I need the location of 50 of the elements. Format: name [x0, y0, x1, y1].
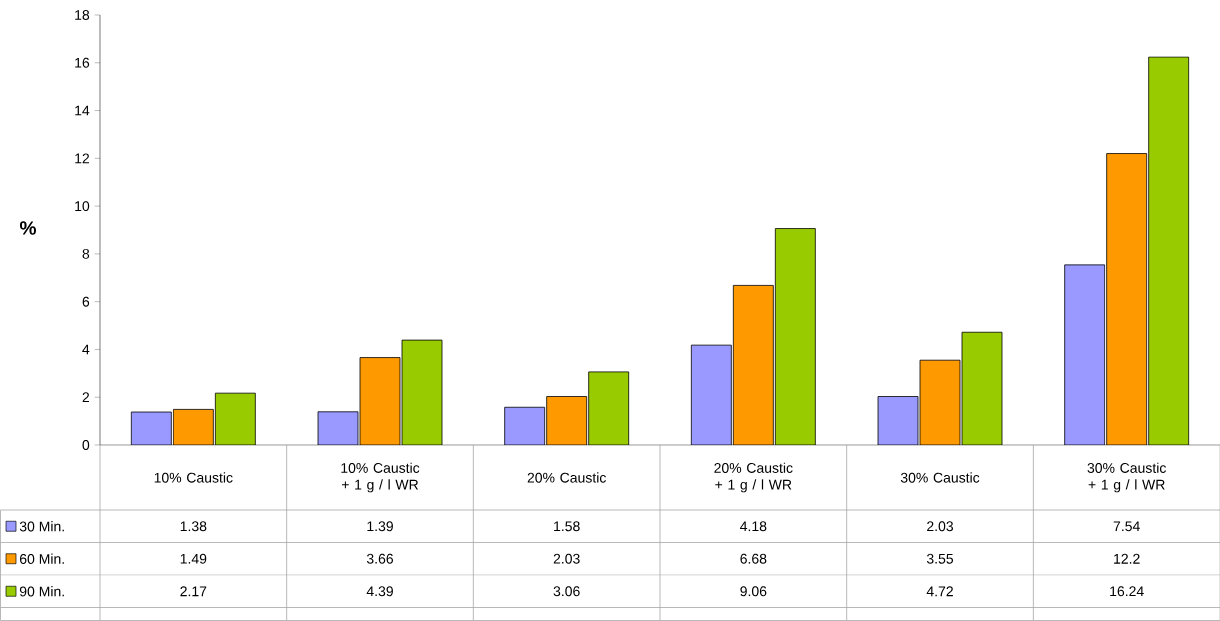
data-label: 3.55 [926, 553, 954, 564]
y-tick-label: 0 [82, 440, 90, 450]
data-label: 4.39 [366, 586, 393, 597]
legend-label: 60 Min. [19, 553, 64, 564]
y-tick-label: 2 [82, 392, 90, 403]
x-tick-label: 20% Caustic + 1 g / l WR [714, 462, 793, 493]
x-tick-label: 30% Caustic + 1 g / l WR [1087, 462, 1166, 493]
bar [877, 396, 919, 445]
bar [732, 285, 774, 445]
data-label: 3.66 [366, 553, 394, 564]
y-tick-label: 18 [75, 10, 90, 20]
data-label: 4.18 [740, 521, 767, 532]
data-label: 4.72 [926, 586, 953, 597]
x-tick-label: 10% Caustic + 1 g / l WR [341, 462, 420, 493]
bar [317, 411, 359, 445]
data-label: 12.2 [1114, 553, 1140, 564]
data-label: 1.38 [180, 521, 207, 532]
data-label: 9.06 [740, 586, 767, 597]
data-label: 2.03 [553, 553, 580, 564]
x-tick-label: 10% Caustic [154, 472, 233, 483]
bar [130, 411, 172, 445]
legend-label: 90 Min. [19, 586, 64, 597]
bar [1064, 264, 1106, 445]
y-tick-label: 8 [82, 248, 90, 259]
y-tick-label: 16 [75, 57, 90, 68]
bar [546, 396, 588, 445]
data-label: 7.54 [1113, 521, 1140, 532]
data-label: 3.06 [553, 586, 580, 597]
data-label: 2.03 [927, 521, 954, 532]
bar [172, 409, 214, 445]
x-tick-label: 20% Caustic [527, 472, 606, 483]
bar [690, 344, 732, 445]
data-label: 1.39 [367, 521, 393, 532]
y-axis-title: % [19, 221, 37, 235]
y-tick-label: 10 [75, 201, 90, 212]
bar [919, 359, 961, 445]
y-tick-label: 4 [82, 344, 90, 355]
data-label: 1.49 [180, 553, 207, 564]
legend-label: 30 Min. [19, 521, 64, 532]
bar [504, 406, 546, 445]
y-tick-label: 6 [82, 296, 90, 307]
bar [359, 357, 401, 445]
data-label: 16.24 [1110, 586, 1144, 597]
x-tick-label: 30% Caustic [900, 472, 980, 483]
data-label: 2.17 [180, 586, 207, 597]
bar [1106, 153, 1148, 445]
y-tick-label: 14 [75, 105, 90, 116]
y-tick-label: 12 [75, 153, 90, 164]
data-label: 6.68 [740, 553, 767, 564]
data-label: 1.58 [554, 521, 580, 532]
